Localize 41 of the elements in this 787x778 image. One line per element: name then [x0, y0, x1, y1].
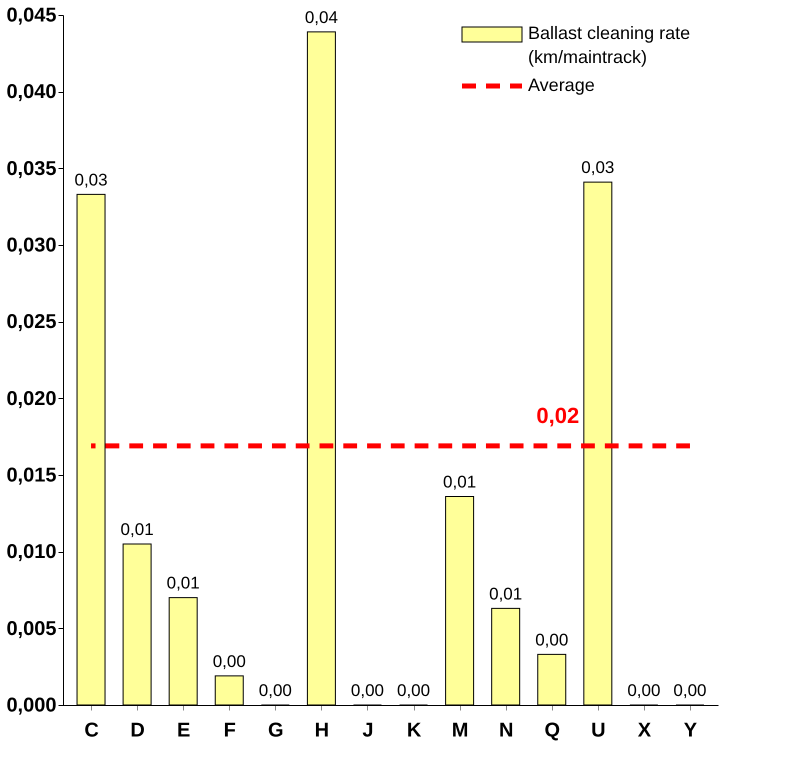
- legend-label: Ballast cleaning rate (km/maintrack): [528, 23, 690, 67]
- data-label: 0,03: [74, 170, 108, 190]
- data-label: 0,01: [489, 584, 522, 604]
- data-label: 0,00: [627, 681, 660, 700]
- data-label: 0,04: [304, 8, 338, 27]
- data-label: 0,00: [535, 630, 568, 650]
- y-tick-label: 0,030: [6, 234, 56, 256]
- data-label: 0,00: [396, 681, 430, 700]
- data-label: 0,00: [673, 681, 707, 700]
- data-label: 0,00: [350, 681, 384, 700]
- x-tick-label: D: [130, 720, 145, 742]
- x-tick-label: K: [406, 720, 422, 742]
- x-tick-label: Q: [544, 720, 560, 742]
- y-tick-label: 0,025: [6, 311, 56, 334]
- data-label: 0,01: [166, 574, 200, 593]
- y-tick-label: 0,015: [6, 464, 56, 486]
- y-tick-label: 0,005: [6, 618, 56, 640]
- x-tick-label: N: [498, 720, 514, 742]
- x-tick-label: Y: [684, 720, 698, 742]
- y-tick-label: 0,000: [6, 694, 56, 716]
- data-label: 0,01: [120, 520, 154, 539]
- x-tick-label: M: [452, 720, 468, 742]
- x-tick-label: F: [224, 720, 236, 742]
- x-tick-label: U: [591, 720, 606, 742]
- y-tick-label: 0,035: [6, 158, 56, 180]
- y-tick-label: 0,040: [6, 81, 56, 104]
- x-tick-label: E: [177, 720, 190, 742]
- y-tick-label: 0,020: [6, 388, 56, 410]
- y-tick-label: 0,045: [6, 4, 56, 26]
- annotation: 0,02: [536, 402, 580, 428]
- x-tick-label: J: [362, 720, 374, 742]
- x-tick-label: H: [314, 720, 330, 742]
- x-tick-label: G: [268, 720, 284, 742]
- x-tick-label: X: [638, 720, 652, 742]
- data-label: 0,00: [258, 681, 292, 700]
- legend-label: Average: [528, 75, 595, 95]
- y-tick-label: 0,010: [6, 541, 56, 564]
- data-label: 0,00: [212, 652, 246, 671]
- data-label: 0,03: [581, 158, 614, 178]
- data-label: 0,01: [443, 472, 476, 492]
- x-tick-label: C: [84, 720, 99, 742]
